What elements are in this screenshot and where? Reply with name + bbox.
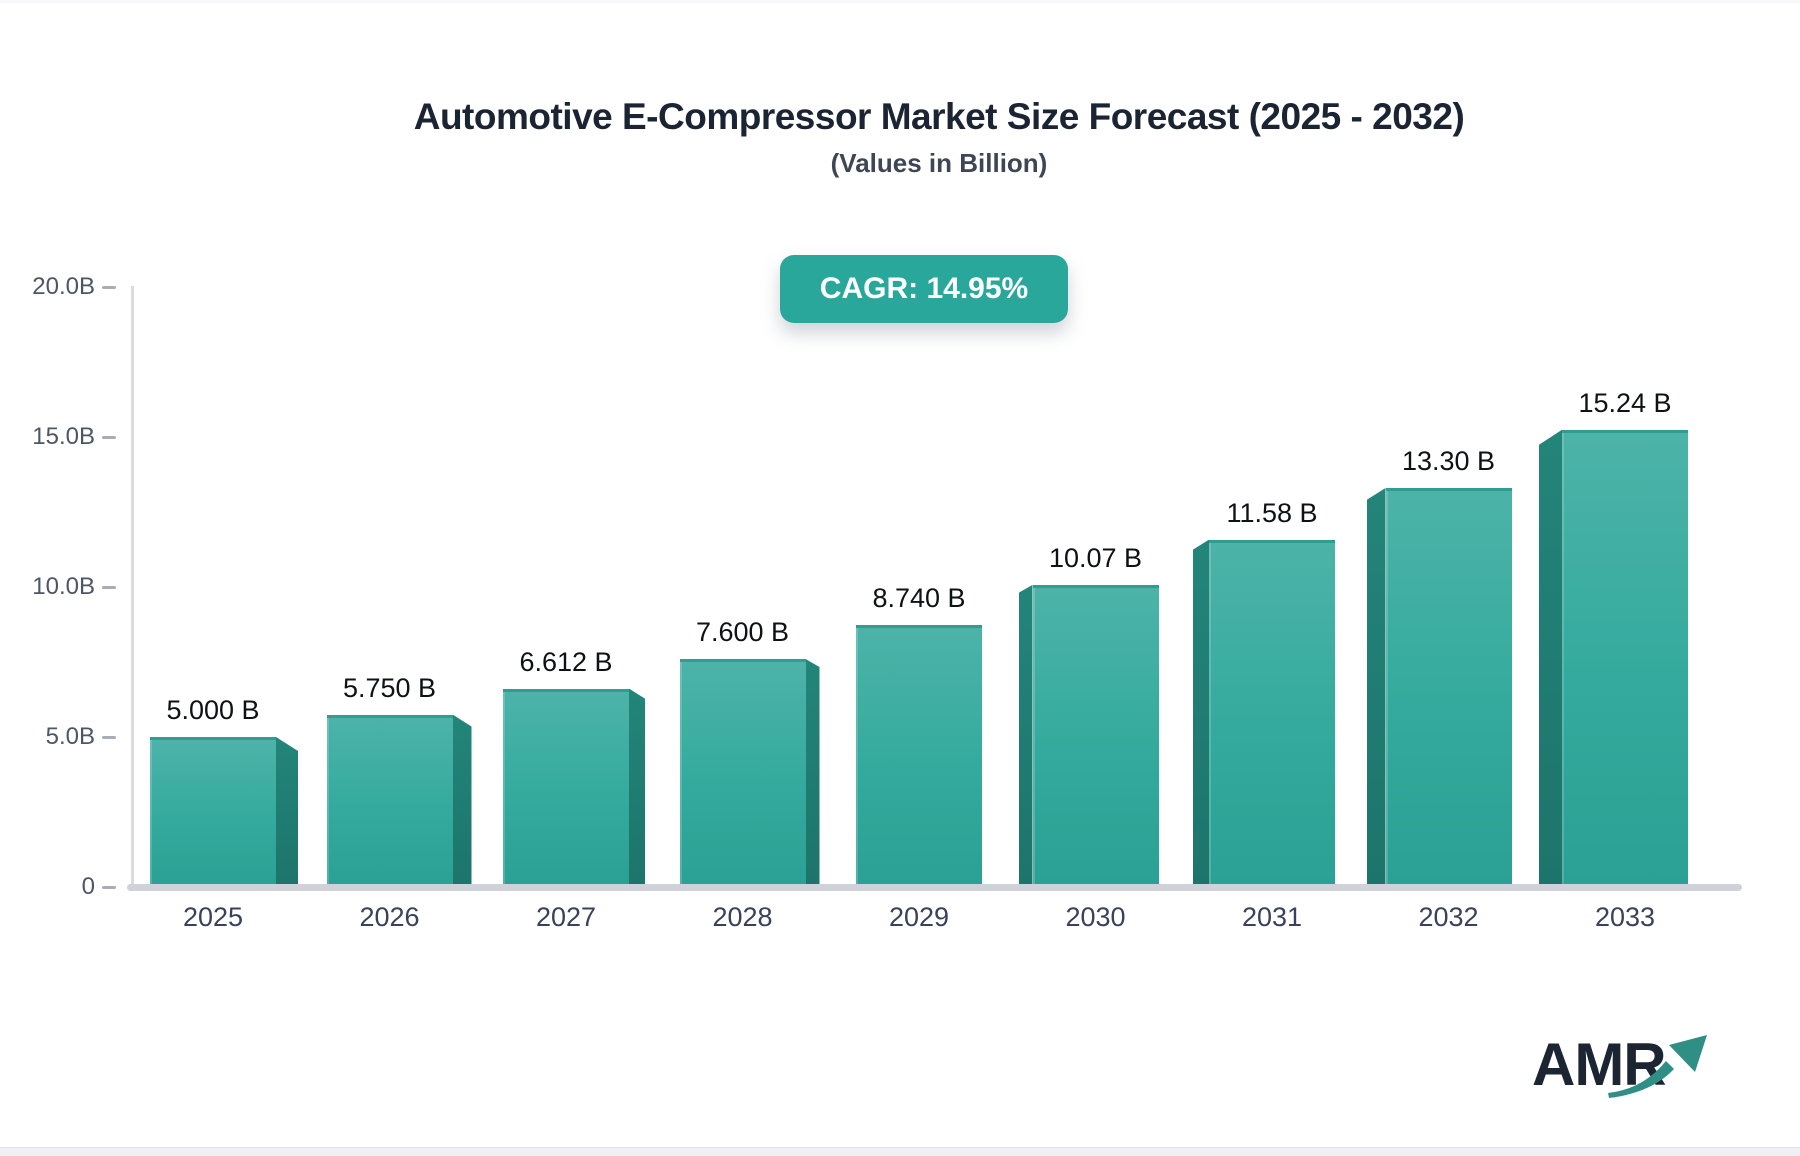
y-axis-line <box>131 286 134 887</box>
chart-title: Automotive E-Compressor Market Size Fore… <box>413 96 1465 137</box>
x-axis-label: 2028 <box>712 902 773 932</box>
bar-face-2028 <box>679 659 806 887</box>
bar-value-label: 13.30 B <box>1401 446 1496 476</box>
bar-side-2027 <box>629 688 645 887</box>
bar-face-2026 <box>326 714 453 887</box>
y-tick-mark <box>102 435 116 439</box>
y-tick-mark <box>102 585 116 589</box>
y-tick-label: 15.0B <box>32 423 95 450</box>
chart-subtitle: (Values in Billion) <box>830 148 1048 178</box>
bar-face-2033 <box>1562 429 1688 887</box>
amr-logo: AMR <box>1532 1030 1722 1112</box>
bar-value-label: 6.612 B <box>519 646 613 677</box>
x-axis-label: 2025 <box>182 902 244 932</box>
bar-value-label: 5.750 B <box>342 672 437 703</box>
bar-side-2033 <box>1539 429 1562 887</box>
x-axis-label: 2032 <box>1418 902 1479 932</box>
bar-side-2030 <box>1018 584 1033 887</box>
x-axis-label: 2031 <box>1241 902 1303 932</box>
page-bottom-edge <box>0 1147 1800 1156</box>
y-tick-mark <box>102 885 116 889</box>
x-axis-label: 2029 <box>888 902 950 932</box>
bar-side-2028 <box>805 659 820 887</box>
growth-arrow-icon <box>1608 1035 1707 1098</box>
bar-face-2030 <box>1032 584 1159 887</box>
bar-face-2032 <box>1385 488 1512 887</box>
bar-side-2031 <box>1193 539 1209 887</box>
bar-value-label: 8.740 B <box>872 582 966 613</box>
y-tick-mark <box>102 735 116 739</box>
bar-face-2031 <box>1209 539 1335 887</box>
bar-value-label: 5.000 B <box>166 695 260 725</box>
x-axis-label: 2026 <box>359 902 420 932</box>
bar-face-2029 <box>856 624 982 887</box>
x-axis-label: 2027 <box>535 902 597 932</box>
bar-value-label: 7.600 B <box>695 617 790 647</box>
x-axis-label: 2033 <box>1594 902 1656 932</box>
y-tick-label: 10.0B <box>32 573 95 600</box>
y-tick-label: 5.0B <box>45 723 95 750</box>
bar-face-2027 <box>503 688 629 887</box>
bar-side-2025 <box>276 737 298 887</box>
page-top-edge <box>0 0 1800 3</box>
x-axis-baseline <box>127 884 1742 891</box>
bar-value-label: 15.24 B <box>1578 387 1672 418</box>
y-tick-mark <box>102 285 116 289</box>
bar-face-2025 <box>150 737 276 887</box>
bar-side-2032 <box>1366 488 1386 887</box>
bar-side-2026 <box>452 714 472 887</box>
bar-value-label: 10.07 B <box>1048 542 1143 573</box>
y-tick-label: 20.0B <box>32 273 95 300</box>
x-axis-label: 2030 <box>1065 902 1126 932</box>
bar-value-label: 11.58 B <box>1226 497 1318 528</box>
cagr-badge: CAGR: 14.95% <box>780 255 1068 323</box>
y-tick-label: 0 <box>81 873 95 900</box>
